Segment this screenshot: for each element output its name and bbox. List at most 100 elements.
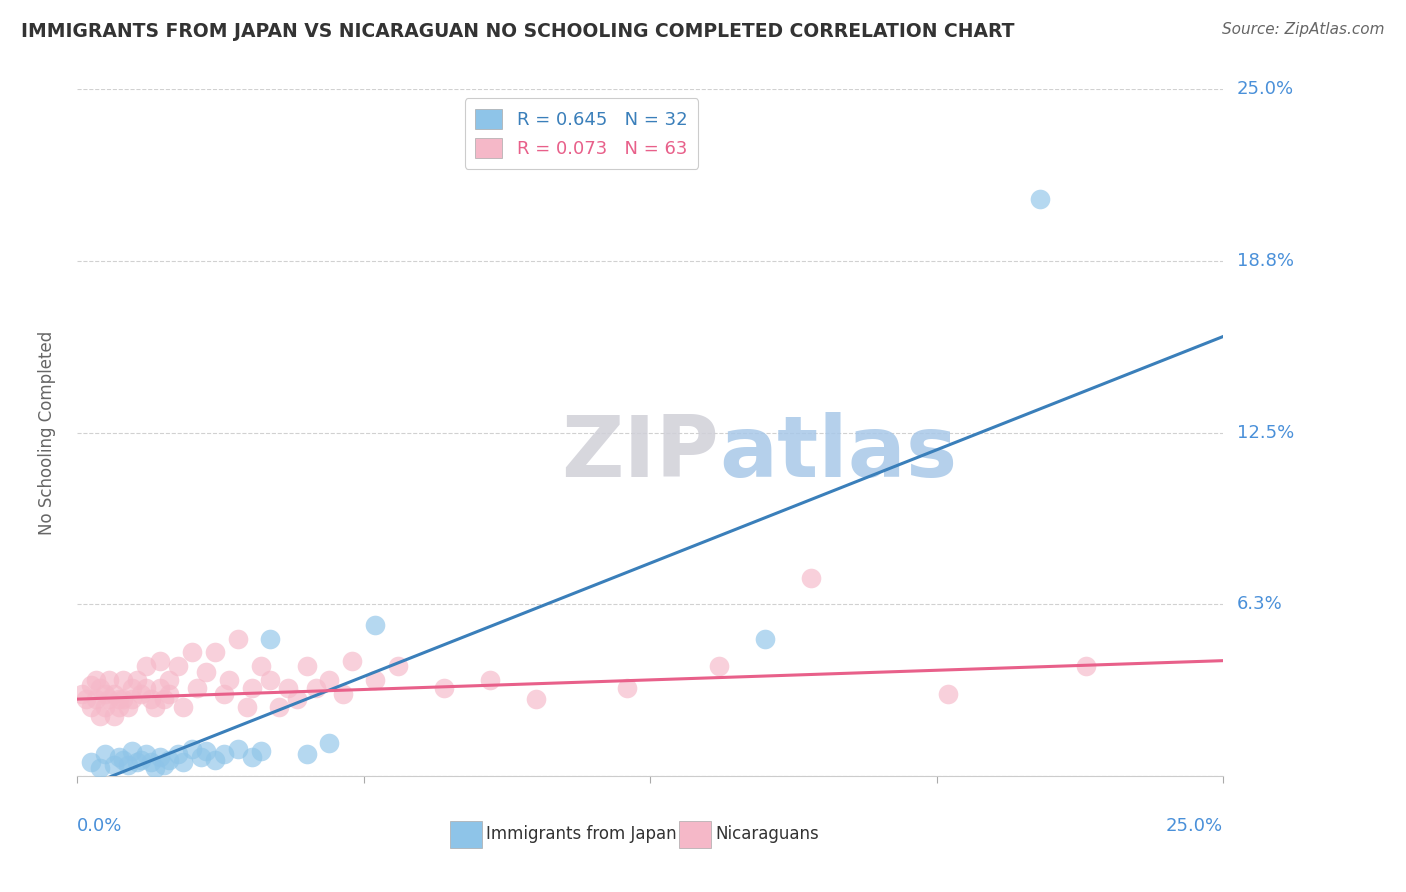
Point bbox=[285, 692, 308, 706]
Point bbox=[259, 673, 281, 687]
Point bbox=[180, 741, 204, 756]
Point bbox=[936, 687, 959, 701]
Point bbox=[186, 681, 208, 695]
FancyBboxPatch shape bbox=[679, 821, 711, 848]
Point bbox=[318, 673, 340, 687]
Point bbox=[153, 692, 176, 706]
Text: IMMIGRANTS FROM JAPAN VS NICARAGUAN NO SCHOOLING COMPLETED CORRELATION CHART: IMMIGRANTS FROM JAPAN VS NICARAGUAN NO S… bbox=[21, 22, 1015, 41]
Point bbox=[218, 673, 240, 687]
Point bbox=[194, 744, 217, 758]
Point bbox=[149, 681, 172, 695]
Point bbox=[364, 673, 387, 687]
Text: ZIP: ZIP bbox=[561, 412, 718, 495]
Point bbox=[226, 632, 249, 646]
Point bbox=[84, 692, 107, 706]
Point bbox=[172, 700, 194, 714]
Point bbox=[139, 692, 162, 706]
Point bbox=[149, 749, 172, 764]
Point bbox=[94, 747, 117, 761]
Point bbox=[364, 618, 387, 632]
Point bbox=[117, 700, 139, 714]
Point bbox=[204, 645, 226, 659]
Point bbox=[125, 673, 148, 687]
Point bbox=[121, 744, 143, 758]
Point bbox=[167, 747, 190, 761]
Point bbox=[212, 747, 235, 761]
Point bbox=[94, 700, 117, 714]
Point bbox=[524, 692, 547, 706]
Point bbox=[190, 749, 212, 764]
Point bbox=[80, 700, 103, 714]
Point bbox=[89, 708, 111, 723]
Point bbox=[107, 692, 129, 706]
Point bbox=[131, 687, 153, 701]
Y-axis label: No Schooling Completed: No Schooling Completed bbox=[38, 331, 56, 534]
Point bbox=[76, 692, 98, 706]
Point bbox=[121, 692, 143, 706]
Point bbox=[259, 632, 281, 646]
Point bbox=[98, 673, 121, 687]
Point bbox=[117, 758, 139, 772]
Text: 25.0%: 25.0% bbox=[1237, 80, 1295, 98]
Point bbox=[135, 659, 157, 673]
Point bbox=[103, 758, 125, 772]
Point bbox=[295, 747, 318, 761]
Point bbox=[139, 756, 162, 770]
Point bbox=[194, 665, 217, 679]
Point bbox=[295, 659, 318, 673]
Point bbox=[112, 673, 135, 687]
Point bbox=[135, 681, 157, 695]
Point bbox=[157, 687, 180, 701]
Point bbox=[121, 681, 143, 695]
Point bbox=[240, 749, 263, 764]
Point bbox=[212, 687, 235, 701]
Point bbox=[240, 681, 263, 695]
Point bbox=[157, 673, 180, 687]
Point bbox=[277, 681, 299, 695]
Point bbox=[1029, 192, 1052, 206]
Point bbox=[172, 756, 194, 770]
FancyBboxPatch shape bbox=[450, 821, 482, 848]
Text: 25.0%: 25.0% bbox=[1166, 817, 1223, 835]
Text: 18.8%: 18.8% bbox=[1237, 252, 1294, 270]
Legend: R = 0.645   N = 32, R = 0.073   N = 63: R = 0.645 N = 32, R = 0.073 N = 63 bbox=[464, 98, 699, 169]
Point bbox=[84, 673, 107, 687]
Point bbox=[1074, 659, 1097, 673]
Point bbox=[70, 687, 93, 701]
Point bbox=[80, 756, 103, 770]
Point bbox=[800, 571, 823, 585]
Point bbox=[125, 756, 148, 770]
Point bbox=[98, 692, 121, 706]
Point bbox=[157, 753, 180, 767]
Point bbox=[236, 700, 259, 714]
Text: 6.3%: 6.3% bbox=[1237, 595, 1282, 614]
Point bbox=[89, 681, 111, 695]
Point bbox=[94, 687, 117, 701]
Point bbox=[103, 687, 125, 701]
Point bbox=[143, 700, 166, 714]
Point bbox=[131, 753, 153, 767]
Text: Source: ZipAtlas.com: Source: ZipAtlas.com bbox=[1222, 22, 1385, 37]
Point bbox=[318, 736, 340, 750]
Point bbox=[226, 741, 249, 756]
Point bbox=[267, 700, 290, 714]
Point bbox=[112, 692, 135, 706]
Text: 0.0%: 0.0% bbox=[77, 817, 122, 835]
Point bbox=[103, 708, 125, 723]
Point bbox=[180, 645, 204, 659]
Point bbox=[112, 753, 135, 767]
Point bbox=[478, 673, 501, 687]
Point bbox=[149, 654, 172, 668]
Point bbox=[204, 753, 226, 767]
Point bbox=[143, 761, 166, 775]
Point bbox=[80, 678, 103, 692]
Text: Nicaraguans: Nicaraguans bbox=[716, 825, 820, 844]
Point bbox=[107, 700, 129, 714]
Text: Immigrants from Japan: Immigrants from Japan bbox=[486, 825, 678, 844]
Point bbox=[433, 681, 456, 695]
Point bbox=[89, 761, 111, 775]
Point bbox=[707, 659, 730, 673]
Point bbox=[754, 632, 776, 646]
Point bbox=[387, 659, 409, 673]
Point bbox=[342, 654, 364, 668]
